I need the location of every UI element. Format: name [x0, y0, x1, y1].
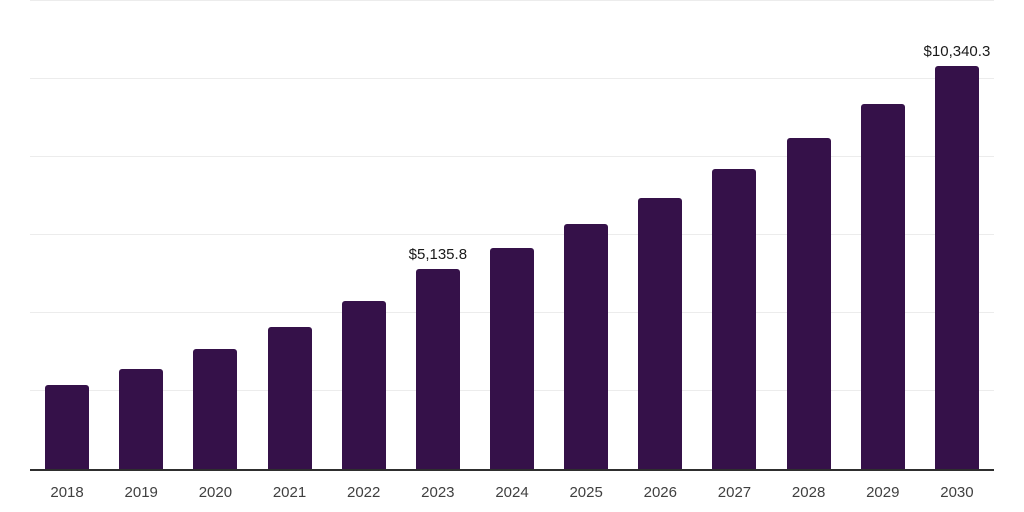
x-tick-2020: 2020: [198, 484, 233, 501]
x-tick-2029: 2029: [866, 484, 900, 501]
x-tick-2026: 2026: [643, 484, 677, 501]
bar-2026: [638, 197, 683, 469]
bar-2027: [712, 169, 757, 469]
bar-2023: [415, 268, 460, 469]
x-tick-2025: 2025: [569, 484, 603, 501]
x-tick-2021: 2021: [272, 484, 307, 501]
gridline-6000: [30, 234, 994, 235]
bar-2024: [490, 248, 534, 469]
bar-2028: [786, 137, 831, 469]
x-tick-2024: 2024: [495, 484, 529, 501]
bar-2018: [45, 385, 90, 469]
gridline-8000: [30, 156, 994, 157]
x-tick-2019: 2019: [124, 484, 158, 501]
x-tick-2027: 2027: [717, 484, 752, 501]
bar-2029: [860, 103, 905, 469]
bar-2020: [193, 349, 238, 469]
x-tick-2028: 2028: [791, 484, 826, 501]
bar-2021: [267, 327, 312, 469]
x-tick-2022: 2022: [347, 484, 381, 501]
x-tick-2023: 2023: [421, 484, 455, 501]
plot-area: $5,135.8 $10,340.3: [30, 0, 994, 471]
x-axis-labels: 2018 2019 2020 2021 2022 2023 2024 2025 2026 2027…: [30, 484, 994, 504]
bar-2030: [934, 65, 979, 469]
bar-value-label-2030: $10,340.3: [923, 42, 991, 60]
x-tick-2030: 2030: [940, 484, 974, 501]
gridline-12000: [30, 0, 994, 1]
bar-value-label-2023: $5,135.8: [408, 245, 468, 263]
bar-2025: [564, 224, 609, 469]
bar-2019: [119, 368, 164, 469]
x-tick-2018: 2018: [50, 484, 84, 501]
bar-2022: [341, 300, 386, 469]
gridline-10000: [30, 78, 994, 79]
